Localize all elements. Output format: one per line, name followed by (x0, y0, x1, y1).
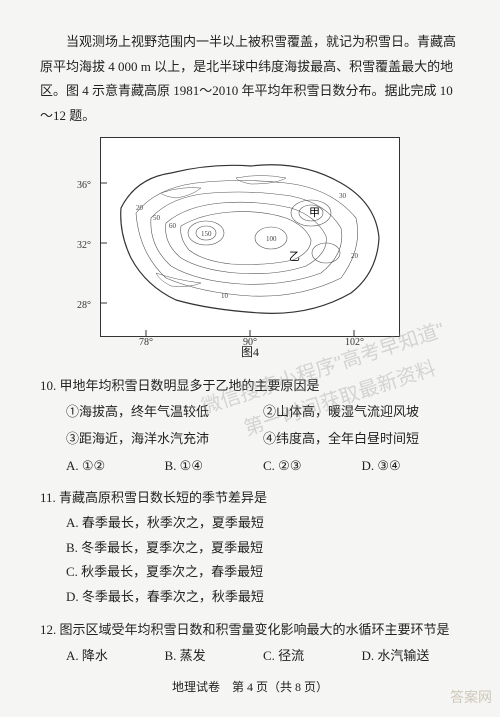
svg-text:60: 60 (169, 222, 177, 230)
lat-28: 28° (77, 296, 91, 315)
q10-sub4: ④纬度高，全年白昼时间短 (263, 427, 460, 452)
svg-text:50: 50 (153, 214, 161, 222)
q10-sub1: ①海拔高，终年气温较低 (66, 400, 263, 425)
lat-36: 36° (77, 176, 91, 195)
q12-C: C. 径流 (263, 644, 362, 669)
svg-text:10: 10 (221, 292, 229, 300)
q12-A: A. 降水 (66, 644, 165, 669)
q10-sub2: ②山体高，暖湿气流迎风坡 (263, 400, 460, 425)
page-footer: 地理试卷 第 4 页（共 8 页） (0, 676, 500, 699)
svg-text:20: 20 (136, 204, 144, 212)
svg-text:30: 30 (339, 192, 347, 200)
map-svg: 甲 乙 20 50 60 150 100 30 20 10 (101, 138, 399, 336)
q10-B: B. ①④ (165, 454, 264, 479)
question-11: 11. 青藏高原积雪日数长短的季节差异是 A. 春季最长，秋季次之，夏季最短 B… (40, 486, 460, 609)
q10-A: A. ①② (66, 454, 165, 479)
question-10: 10. 甲地年均积雪日数明显多于乙地的主要原因是 ①海拔高，终年气温较低 ②山体… (40, 374, 460, 479)
q11-C: C. 秋季最长，夏季次之，春季最短 (40, 560, 460, 585)
q10-D: D. ③④ (362, 454, 461, 479)
q11-stem: 11. 青藏高原积雪日数长短的季节差异是 (40, 486, 460, 511)
lon-102: 102° (345, 333, 364, 352)
svg-text:150: 150 (201, 230, 212, 238)
q11-B: B. 冬季最长，夏季次之，夏季最短 (40, 536, 460, 561)
question-12: 12. 图示区域受年均积雪日数和积雪量变化影响最大的水循环主要环节是 A. 降水… (40, 618, 460, 669)
lon-90: 90° (243, 333, 257, 352)
q10-stem: 10. 甲地年均积雪日数明显多于乙地的主要原因是 (40, 374, 460, 399)
lon-78: 78° (139, 333, 153, 352)
figure-map: 甲 乙 20 50 60 150 100 30 20 10 36° 32° 28… (100, 137, 400, 337)
passage-intro: 当观测场上视野范围内一半以上被积雪覆盖，就记为积雪日。青藏高原平均海拔 4 00… (40, 30, 460, 129)
q11-A: A. 春季最长，秋季次之，夏季最短 (40, 511, 460, 536)
svg-text:乙: 乙 (289, 250, 300, 263)
q12-B: B. 蒸发 (165, 644, 264, 669)
q10-C: C. ②③ (263, 454, 362, 479)
svg-text:100: 100 (266, 235, 277, 243)
svg-text:甲: 甲 (309, 207, 320, 219)
corner-watermark: 答案网 (450, 684, 492, 711)
q10-sub3: ③距海近，海洋水汽充沛 (66, 427, 263, 452)
lat-32: 32° (77, 236, 91, 255)
svg-text:20: 20 (351, 252, 359, 260)
q12-D: D. 水汽输送 (362, 644, 461, 669)
q11-D: D. 冬季最长，春季次之，秋季最短 (40, 585, 460, 610)
q12-stem: 12. 图示区域受年均积雪日数和积雪量变化影响最大的水循环主要环节是 (40, 618, 460, 643)
